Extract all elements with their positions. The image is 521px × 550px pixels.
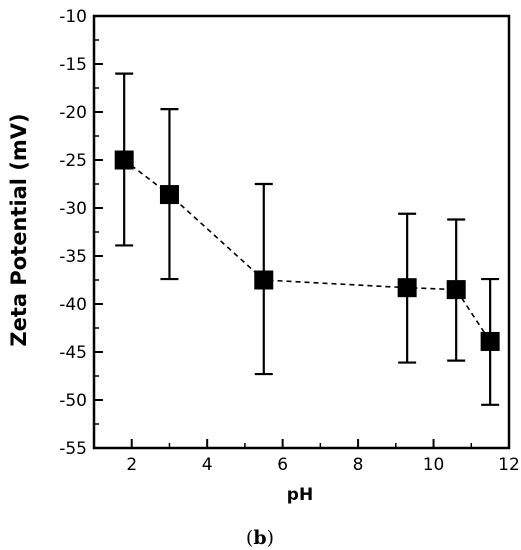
data-point-marker bbox=[114, 150, 134, 170]
series-line bbox=[123, 159, 491, 342]
x-tick-label: 8 bbox=[353, 455, 364, 475]
plot-frame bbox=[92, 14, 511, 450]
x-tick-label: 6 bbox=[277, 455, 288, 475]
y-tick-label: -20 bbox=[59, 103, 87, 123]
x-tick-label: 12 bbox=[498, 455, 520, 475]
data-point-marker bbox=[254, 270, 274, 290]
y-tick-label: -10 bbox=[59, 7, 87, 27]
x-tick-label: 4 bbox=[202, 455, 213, 475]
y-tick-label: -35 bbox=[59, 247, 87, 267]
y-tick-label: -45 bbox=[59, 343, 87, 363]
y-tick-label: -40 bbox=[59, 295, 87, 315]
y-tick-label: -50 bbox=[59, 391, 87, 411]
caption-letter: b bbox=[253, 527, 266, 549]
x-axis-label: pH bbox=[287, 485, 313, 505]
y-tick-label: -25 bbox=[59, 151, 87, 171]
data-point-marker bbox=[159, 185, 179, 205]
y-tick-label: -30 bbox=[59, 199, 87, 219]
data-point-marker bbox=[480, 331, 500, 351]
data-point-marker bbox=[397, 278, 417, 298]
y-tick-label: -55 bbox=[59, 439, 87, 459]
caption-close-paren: ) bbox=[267, 527, 274, 549]
x-tick-label: 2 bbox=[126, 455, 137, 475]
y-tick-label: -15 bbox=[59, 55, 87, 75]
data-point-marker bbox=[446, 280, 466, 300]
figure-caption: (b) bbox=[246, 527, 274, 549]
x-tick-label: 10 bbox=[423, 455, 445, 475]
caption-open-paren: ( bbox=[246, 527, 253, 549]
y-axis-label: Zeta Potential (mV) bbox=[7, 113, 31, 346]
